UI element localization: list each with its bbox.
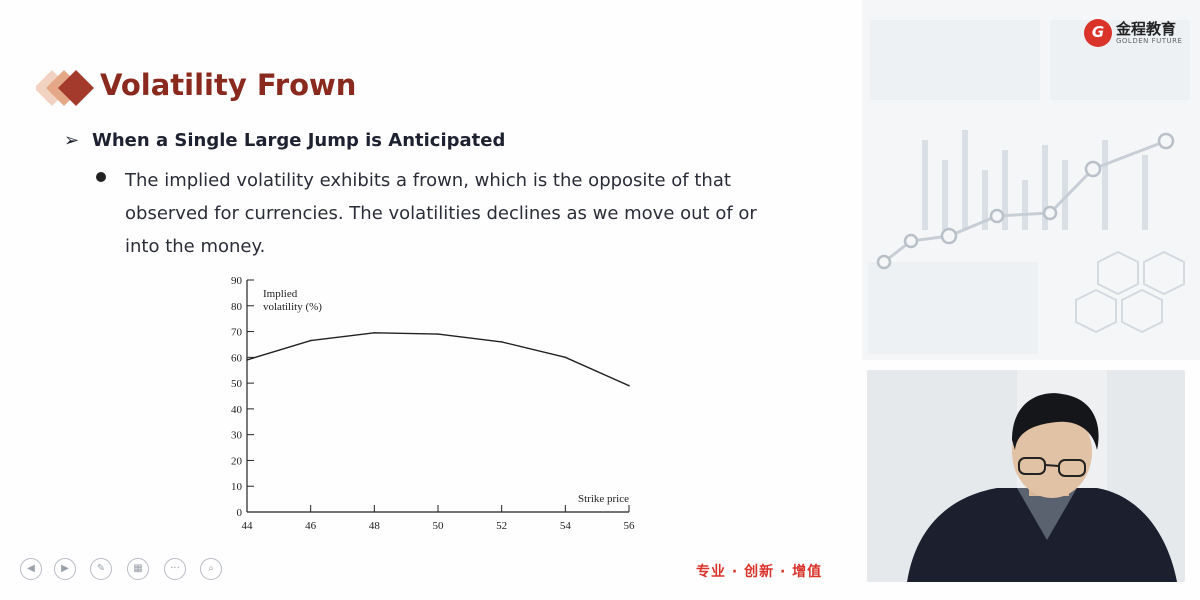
x-tick-label: 54 <box>560 520 572 532</box>
y-tick-label: 60 <box>231 352 243 364</box>
zoom-icon[interactable]: ⌕ <box>200 558 222 580</box>
y-tick-label: 40 <box>231 404 243 416</box>
bullet-body-text: The implied volatility exhibits a frown,… <box>125 170 757 257</box>
x-tick-label: 56 <box>624 520 636 532</box>
x-tick-label: 46 <box>305 520 317 532</box>
arrow-bullet-icon: ➢ <box>64 130 80 151</box>
presenter-video <box>867 370 1185 582</box>
y-tick-label: 20 <box>231 455 243 467</box>
y-tick-label: 30 <box>231 430 243 442</box>
y-axis-label-line: Implied <box>263 288 298 300</box>
bullet-heading-text: When a Single Large Jump is Anticipated <box>92 130 506 151</box>
golden-future-logo: G 金程教育 GOLDEN FUTURE <box>1082 18 1192 48</box>
x-tick-label: 48 <box>369 520 381 532</box>
data-point <box>628 384 630 387</box>
decorative-graph-image <box>868 20 1190 354</box>
y-tick-label: 50 <box>231 378 243 390</box>
logo-chinese-text: 金程教育 <box>1116 20 1177 38</box>
y-tick-label: 0 <box>237 507 243 519</box>
x-axis-label: Strike price <box>578 493 629 505</box>
data-point <box>564 356 567 359</box>
slogan: 专业 · 创新 · 增值 <box>696 564 823 580</box>
pen-icon[interactable]: ✎ <box>90 558 112 580</box>
next-icon[interactable]: ▶ <box>54 558 76 580</box>
x-tick-label: 44 <box>242 520 254 532</box>
data-point <box>309 339 312 342</box>
y-tick-label: 90 <box>231 275 243 287</box>
presenter-figure <box>867 370 1185 582</box>
data-point <box>437 333 439 335</box>
logo-mark-icon: G <box>1084 19 1112 47</box>
x-tick-label: 52 <box>496 520 507 532</box>
series-line <box>246 332 630 387</box>
y-axis-label: Implied volatility (%) <box>263 288 322 313</box>
y-axis-label-line: volatility (%) <box>263 301 322 313</box>
logo-english-text: GOLDEN FUTURE <box>1116 37 1183 45</box>
round-bullet-icon <box>96 172 106 182</box>
more-icon[interactable]: ··· <box>164 558 186 580</box>
bullet-heading: ➢ When a Single Large Jump is Anticipated <box>64 130 505 151</box>
data-point <box>500 341 503 343</box>
slides-icon[interactable]: ▦ <box>127 558 149 580</box>
x-tick-label: 50 <box>433 520 445 532</box>
decorative-infographic-background <box>862 0 1200 360</box>
y-tick-label: 80 <box>231 301 243 313</box>
slide-title: Volatility Frown <box>100 68 357 102</box>
y-tick-label: 70 <box>231 327 243 339</box>
volatility-frown-chart: 0 10 20 30 40 50 60 70 80 90 44 46 48 50 52 54 56 Implied… <box>231 275 636 532</box>
data-point <box>373 332 376 334</box>
data-point <box>246 359 248 361</box>
prev-icon[interactable]: ◀ <box>20 558 42 580</box>
diamond-decoration-icon <box>36 70 94 106</box>
y-tick-label: 10 <box>231 481 243 493</box>
